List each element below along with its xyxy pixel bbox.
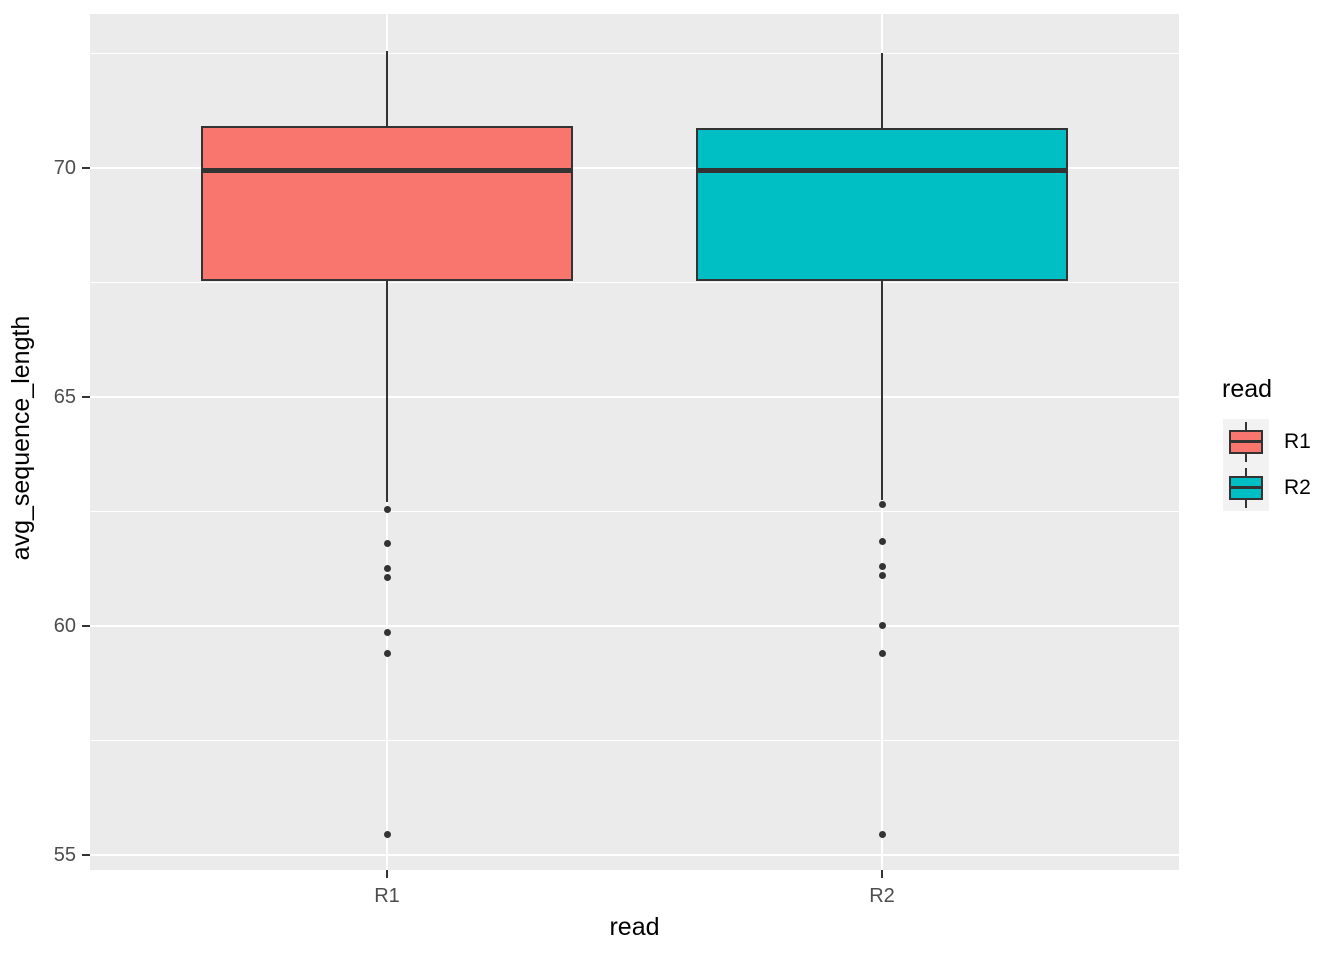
median-line-r2 — [696, 167, 1068, 173]
box-r1 — [201, 125, 573, 282]
upper-whisker-r1 — [386, 51, 388, 127]
plot-panel — [90, 14, 1179, 870]
gridline-minor — [90, 510, 1179, 512]
outlier-point-r2 — [878, 537, 886, 545]
y-axis-tick-label: 60 — [53, 614, 76, 637]
outlier-point-r1 — [383, 649, 391, 657]
y-axis-tick-label: 55 — [53, 843, 76, 866]
outlier-point-r1 — [383, 505, 391, 513]
y-axis-tick — [82, 166, 90, 169]
legend-glyph-median — [1229, 486, 1263, 489]
y-axis-tick — [82, 624, 90, 627]
x-axis-tick — [386, 870, 388, 878]
outlier-point-r1 — [383, 574, 391, 582]
outlier-point-r2 — [878, 572, 886, 579]
y-axis-tick-label: 70 — [53, 156, 76, 179]
outlier-point-r1 — [383, 539, 391, 547]
outlier-point-r2 — [878, 622, 886, 630]
median-line-r1 — [201, 167, 573, 173]
legend-key-r2 — [1223, 465, 1269, 511]
lower-whisker-r1 — [386, 280, 388, 503]
gridline-major — [90, 624, 1179, 627]
outlier-point-r1 — [383, 565, 391, 573]
y-axis-tick — [82, 395, 90, 398]
gridline-minor — [90, 52, 1179, 54]
lower-whisker-r2 — [881, 280, 883, 500]
y-axis-tick-label: 65 — [53, 385, 76, 408]
gridline-minor — [90, 281, 1179, 283]
upper-whisker-r2 — [881, 53, 883, 129]
legend-key-r1 — [1223, 419, 1269, 465]
outlier-point-r1 — [383, 830, 391, 838]
gridline-major — [90, 166, 1179, 169]
y-axis-tick — [82, 853, 90, 856]
x-axis-title: read — [609, 913, 660, 941]
gridline-major — [90, 395, 1179, 398]
legend-label-r2: R2 — [1284, 476, 1311, 499]
gridline-minor — [90, 739, 1179, 741]
outlier-point-r1 — [383, 629, 391, 637]
legend: read R1 R2 — [1204, 360, 1344, 535]
legend-glyph-median — [1229, 440, 1263, 443]
box-r2 — [696, 127, 1068, 282]
x-axis-tick — [881, 870, 883, 878]
y-axis-title: avg_sequence_length — [7, 315, 35, 561]
legend-title: read — [1222, 375, 1273, 403]
gridline-major — [90, 853, 1179, 856]
x-axis-tick-label: R1 — [374, 885, 400, 907]
legend-label-r1: R1 — [1284, 430, 1311, 453]
x-axis-tick-label: R2 — [869, 885, 895, 907]
outlier-point-r2 — [878, 830, 886, 838]
outlier-point-r2 — [878, 562, 886, 570]
outlier-point-r2 — [878, 649, 886, 657]
outlier-point-r2 — [878, 501, 886, 509]
